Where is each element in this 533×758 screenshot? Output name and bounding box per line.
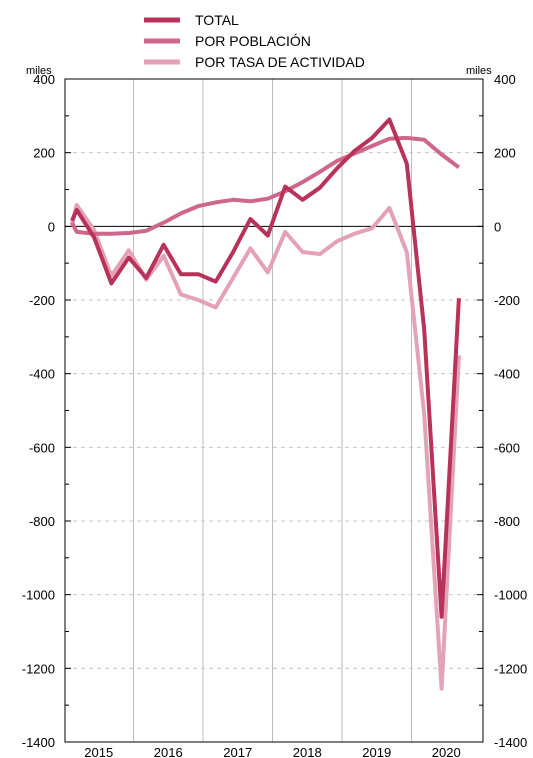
y-axis-left-unit: miles: [26, 65, 52, 77]
legend-label: POR POBLACIÓN: [195, 33, 311, 49]
y-tick-label-left: -200: [29, 293, 55, 308]
y-tick-label-right: -400: [494, 367, 520, 382]
y-tick-label-left: -400: [29, 367, 55, 382]
y-axis-right-labels: 400 200 0 -200 -400 -600 -800 -1000 -1200 -1400: [494, 72, 527, 750]
y-axis-left-labels: 400 200 0 -200 -400 -600 -800 -1000 -1200 -1400: [22, 72, 55, 750]
y-tick-label-right: -800: [494, 514, 520, 529]
legend-label: TOTAL: [195, 12, 239, 28]
y-tick-label-right: -200: [494, 293, 520, 308]
y-tick-label-left: 400: [33, 72, 55, 87]
y-tick-label-right: -1400: [494, 735, 527, 750]
x-tick-label: 2019: [362, 745, 391, 758]
y-tick-label-left: 200: [33, 146, 55, 161]
y-tick-label-left: 0: [48, 219, 55, 234]
legend: TOTAL POR POBLACIÓN POR TASA DE ACTIVIDAD: [144, 12, 365, 70]
legend-label: POR TASA DE ACTIVIDAD: [195, 54, 365, 70]
x-axis-labels: 2015 2016 2017 2018 2019 2020: [84, 745, 460, 758]
y-axis-right-unit: miles: [466, 65, 492, 77]
plot-frame: [64, 78, 484, 743]
x-tick-label: 2016: [154, 745, 183, 758]
y-tick-label-left: -1400: [22, 735, 55, 750]
x-tick-label: 2020: [432, 745, 461, 758]
y-tick-label-right: -1000: [494, 588, 527, 603]
y-tick-label-left: -1200: [22, 661, 55, 676]
x-tick-label: 2017: [223, 745, 252, 758]
y-tick-label-right: 200: [494, 146, 516, 161]
series-line-3: [70, 203, 461, 691]
y-tick-label-left: -800: [29, 514, 55, 529]
y-tick-label-left: -600: [29, 440, 55, 455]
y-tick-label-left: -1000: [22, 588, 55, 603]
y-tick-label-right: 400: [494, 72, 516, 87]
x-tick-label: 2015: [84, 745, 113, 758]
series-lines: [70, 117, 461, 691]
series-line-1: [70, 117, 461, 619]
y-tick-label-right: -600: [494, 440, 520, 455]
grid-lines: [65, 79, 483, 742]
axis-ticks: [65, 78, 483, 743]
x-tick-label: 2018: [293, 745, 322, 758]
y-tick-label-right: 0: [494, 219, 501, 234]
y-tick-label-right: -1200: [494, 661, 527, 676]
series-line-2: [70, 135, 461, 236]
